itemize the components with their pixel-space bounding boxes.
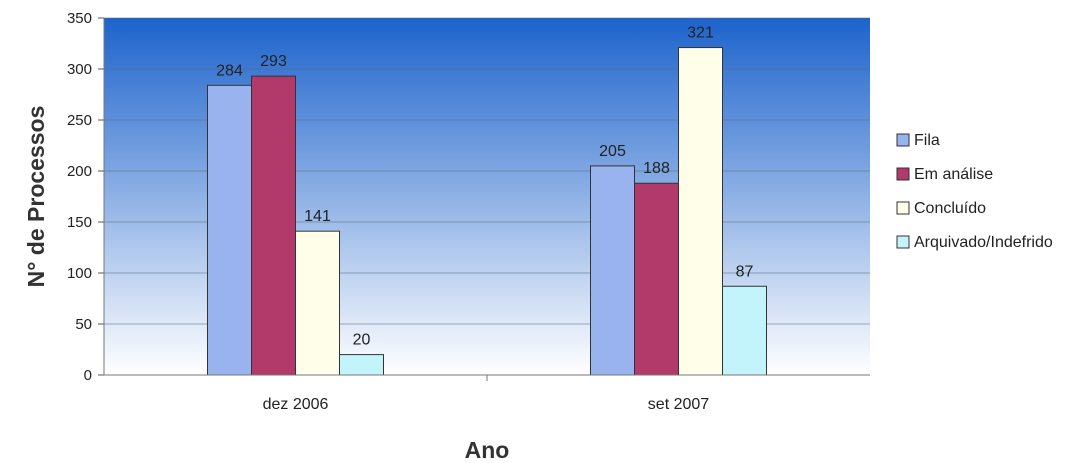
- y-axis-title: N° de Processos: [23, 106, 49, 288]
- y-tick-label: 200: [67, 163, 92, 180]
- legend-label: Arquivado/Indefrido: [914, 234, 1053, 251]
- x-category-label: dez 2006: [263, 396, 329, 413]
- data-label: 321: [687, 25, 714, 42]
- bar: [722, 285, 767, 376]
- y-tick-label: 50: [75, 316, 92, 333]
- legend-swatch: [896, 167, 910, 181]
- bar: [207, 84, 252, 376]
- legend: Fila Em análise Concluído Arquivado/Indefri…: [896, 132, 1053, 251]
- bar: [339, 354, 384, 376]
- y-tick-label: 150: [67, 214, 92, 231]
- legend-label: Fila: [914, 132, 940, 149]
- data-label: 87: [736, 263, 754, 280]
- y-tick-label: 250: [67, 112, 92, 129]
- legend-label: Em análise: [914, 166, 993, 183]
- data-label: 284: [216, 62, 243, 79]
- legend-swatch: [896, 235, 910, 249]
- bar: [678, 47, 723, 376]
- axes: [98, 17, 870, 381]
- data-label: 188: [643, 160, 670, 177]
- x-category-label: set 2007: [648, 396, 709, 413]
- y-tick-label: 100: [67, 265, 92, 282]
- data-label: 20: [353, 332, 371, 349]
- y-tick-label: 0: [84, 367, 92, 384]
- bar: [634, 182, 679, 376]
- bar: [295, 230, 340, 376]
- legend-swatch: [896, 201, 910, 215]
- y-tick-label: 300: [67, 61, 92, 78]
- bar: [590, 165, 635, 376]
- bar: [251, 75, 296, 376]
- data-label: 205: [599, 143, 626, 160]
- data-labels: 284 293 141 20 205 188 321 87: [216, 25, 753, 349]
- legend-swatch: [896, 133, 910, 147]
- x-axis-title: Ano: [465, 437, 510, 463]
- x-category-labels: dez 2006 set 2007: [263, 396, 710, 413]
- y-tick-labels: 0 50 100 150 200 250 300 350: [67, 10, 92, 384]
- data-label: 293: [260, 53, 287, 70]
- data-label: 141: [304, 208, 331, 225]
- legend-label: Concluído: [914, 200, 986, 217]
- y-tick-label: 350: [67, 10, 92, 27]
